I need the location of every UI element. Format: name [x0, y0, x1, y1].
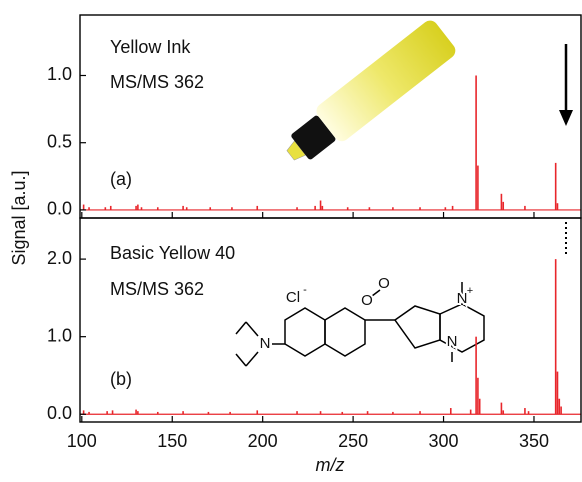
y-tick-label: 0.5	[47, 131, 72, 151]
chart: 0.0 0.5 1.0 Yellow Ink MS/MS 362 (a) Signal [a…	[0, 0, 582, 482]
y-tick-label: 1.0	[47, 325, 72, 345]
annotation: Yellow Ink	[110, 37, 191, 57]
arrow-head	[559, 110, 573, 126]
y-tick-label: 1.0	[47, 64, 72, 84]
atom-label: N	[260, 335, 271, 352]
annotation: MS/MS 362	[110, 72, 204, 92]
y-tick-label: 2.0	[47, 248, 72, 268]
x-tick-label: 250	[338, 431, 368, 451]
atom-label: O	[378, 275, 390, 292]
x-tick-label: 200	[248, 431, 278, 451]
atom-label: Cl	[286, 289, 300, 306]
atom-label: +	[467, 285, 473, 297]
y-axis-title: Signal [a.u.]	[9, 170, 29, 265]
atom-label: N	[457, 290, 468, 307]
annotation: (b)	[110, 369, 132, 389]
x-axis-title: m/z	[316, 455, 345, 475]
x-tick-label: 100	[67, 431, 97, 451]
y-tick-label: 0.0	[47, 403, 72, 423]
highlighter-icon	[277, 17, 459, 172]
x-tick-label: 350	[519, 431, 549, 451]
atom-label: N	[447, 333, 458, 350]
annotation: (a)	[110, 169, 132, 189]
annotation: Basic Yellow 40	[110, 243, 235, 263]
annotation: MS/MS 362	[110, 279, 204, 299]
atom-label: O	[361, 292, 373, 309]
x-tick-label: 300	[429, 431, 459, 451]
atom-label: -	[303, 284, 307, 296]
molecule-structure	[236, 282, 484, 366]
y-tick-label: 0.0	[47, 199, 72, 219]
x-tick-label: 150	[157, 431, 187, 451]
